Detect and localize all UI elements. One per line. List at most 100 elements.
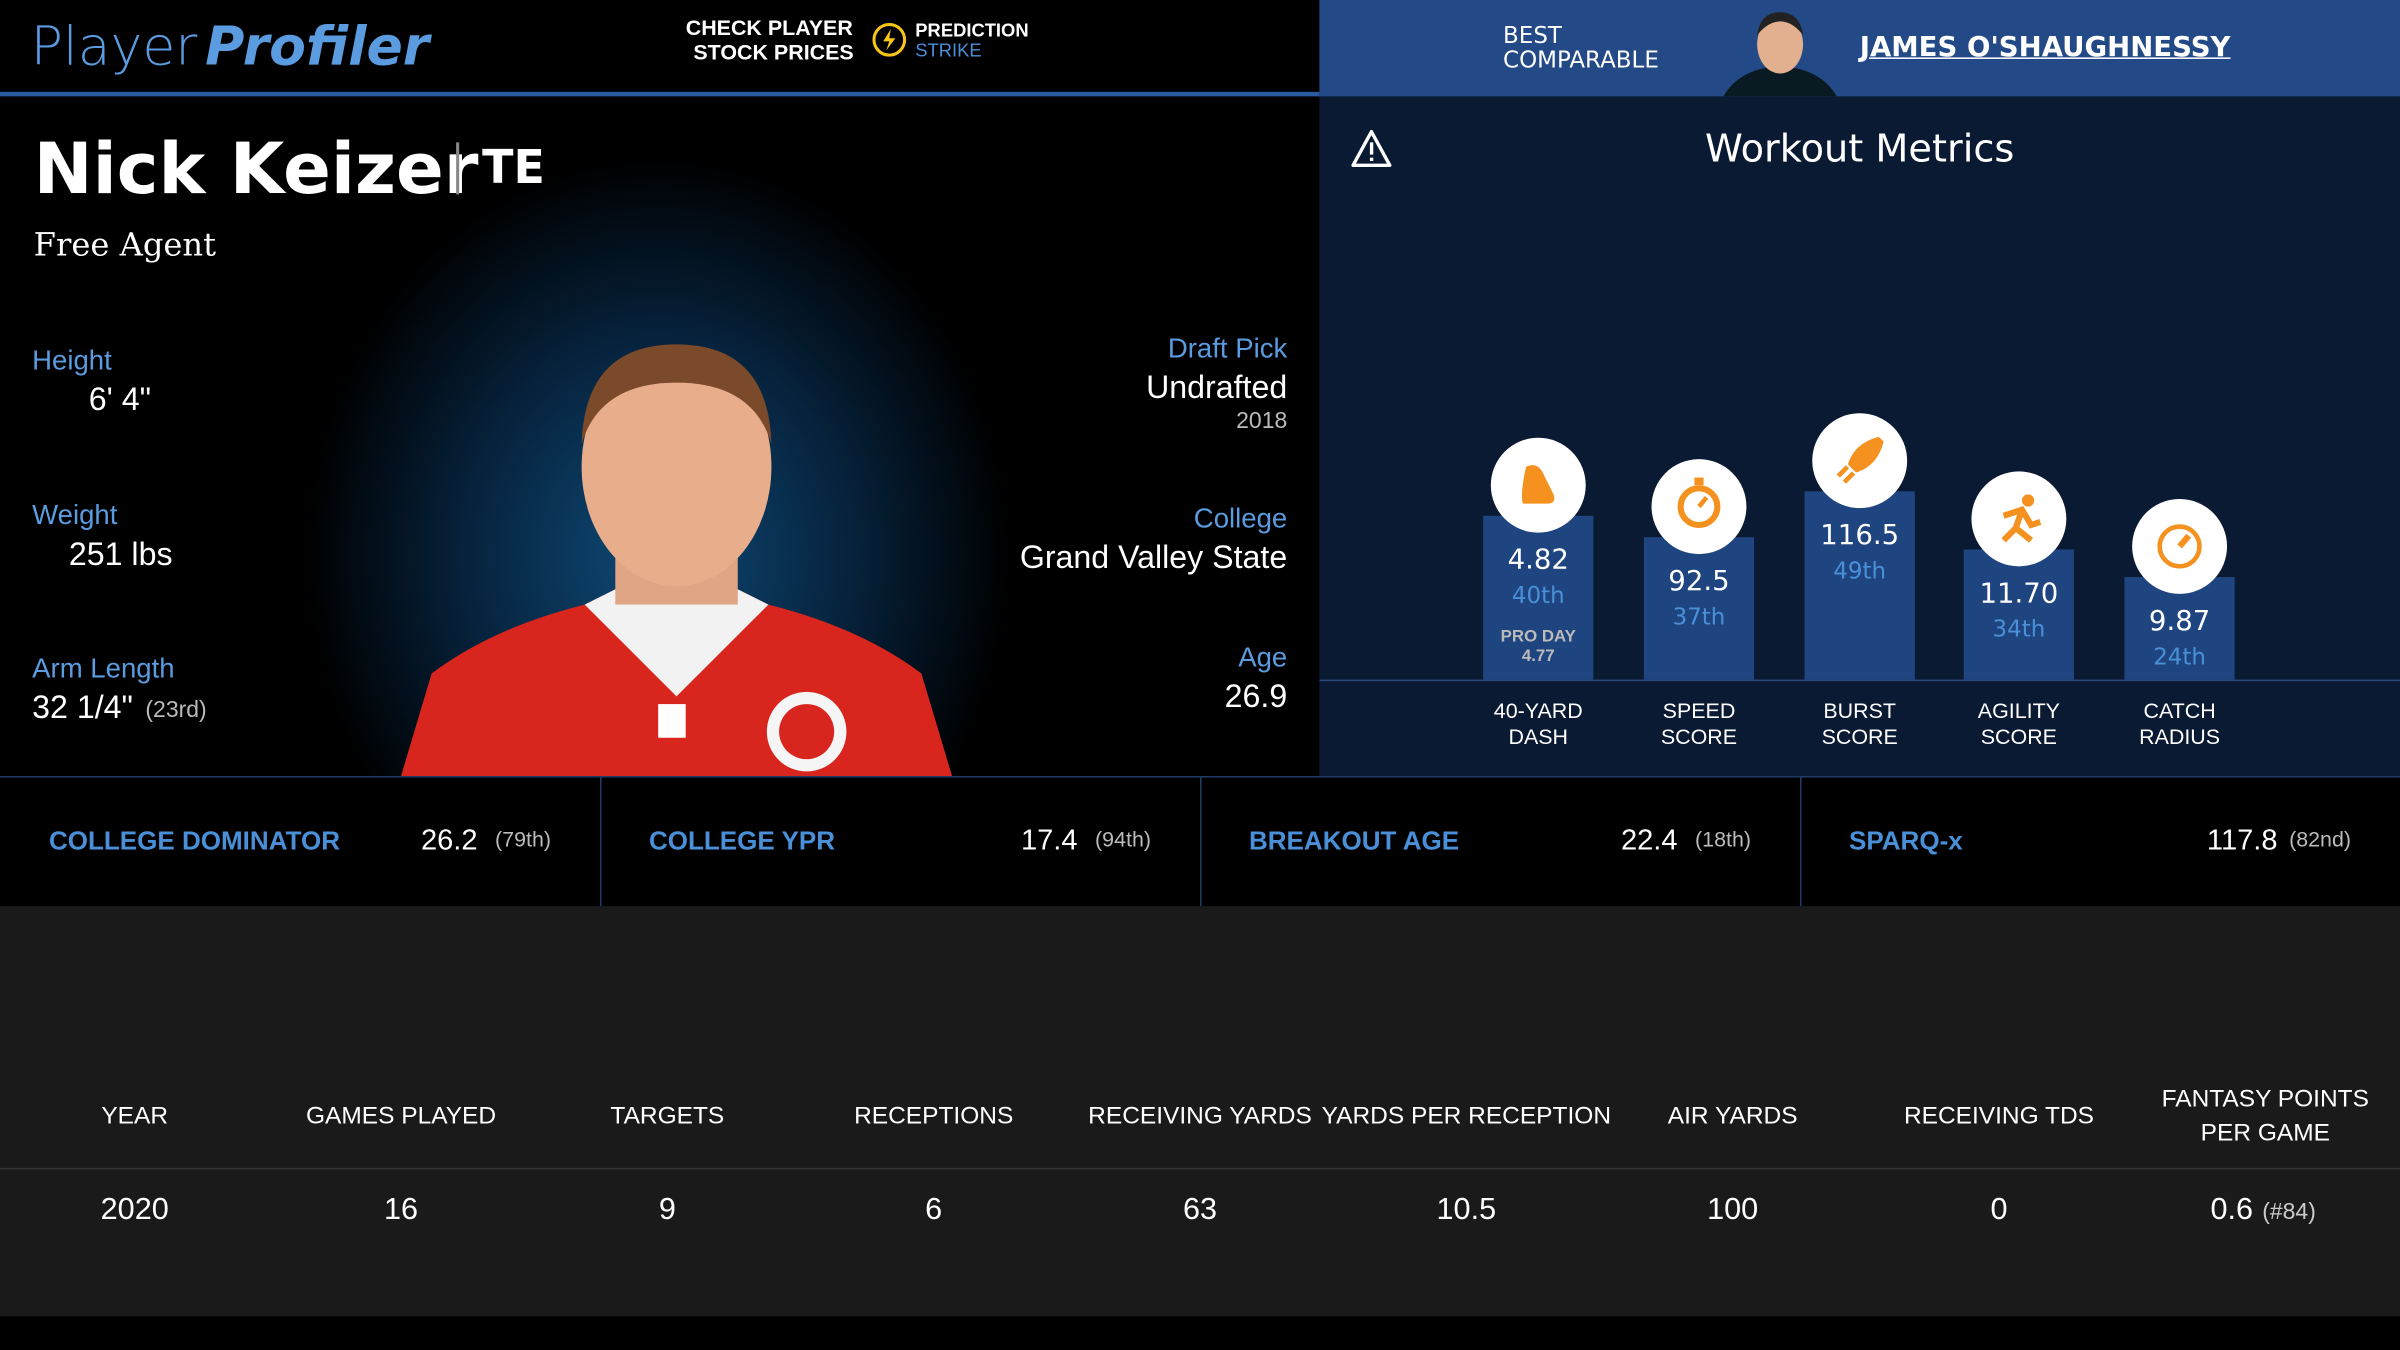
bio-label: Height [32,345,112,376]
player-status: Free Agent [33,226,217,264]
metric-label: RADIUS [2139,723,2221,749]
table-area [0,906,2400,1317]
stat-label: COLLEGE DOMINATOR [48,826,341,856]
table-header: RECEPTIONS [854,1103,1014,1130]
metric-extra-value: 4.77 [1521,647,1555,666]
table-cell: 6 [925,1193,943,1227]
workout-bar [1483,515,1594,680]
metric-percentile: 34th [1992,615,2046,643]
stat-label: SPARQ-x [1848,826,1963,856]
table-header: AIR YARDS [1667,1103,1798,1130]
bio-label: Weight [32,499,118,531]
bio-label: Draft Pick [1167,332,1288,364]
bio-value: Grand Valley State [1019,540,1288,576]
name-divider [456,142,460,195]
table-header: YEAR [101,1103,169,1130]
player-name: Nick Keizer [33,127,479,210]
promo-brand: PREDICTION [915,19,1029,42]
bio-rank: (23rd) [145,697,207,724]
metric-value: 4.82 [1507,544,1569,577]
metric-label: SCORE [1980,723,2057,749]
logo-second: Profiler [205,16,430,79]
bio-value: 251 lbs [68,537,173,573]
stat-divider [1799,776,1802,907]
metric-extra-label: PRO DAY [1500,627,1576,646]
metric-label: SPEED [1662,697,1736,723]
metric-icon [1812,413,1908,509]
metric-label: CATCH [2143,697,2216,723]
promo-icon [872,22,907,57]
bio-label: Age [1238,642,1288,673]
comparable-photo [1723,12,1837,97]
table-cell: 0 [1990,1193,2008,1227]
table-header: RECEIVING YARDS [1088,1103,1312,1130]
player-photo [401,344,953,777]
metric-label: DASH [1508,723,1569,749]
bio-value: 26.9 [1224,679,1288,715]
metric-value: 11.70 [1979,577,2059,610]
workout-baseline [1319,679,2400,682]
table-cell: 2020 [100,1193,169,1227]
stat-label: BREAKOUT AGE [1248,826,1460,856]
promo-line: CHECK PLAYER [685,15,853,40]
bio-value: 32 1/4" [32,690,133,726]
metric-icon [1971,471,2067,567]
player-position: TE [482,141,545,196]
comparable-name[interactable]: JAMES O'SHAUGHNESSY [1859,31,2231,64]
metric-value: 9.87 [2148,605,2211,638]
table-rank: (#84) [2262,1199,2316,1226]
comparable-label: BEST [1503,21,1562,49]
stat-value: 17.4 [1020,824,1078,858]
metric-label: SCORE [1660,723,1738,749]
workout-bar [1643,537,1755,680]
metric-label: 40-YARD [1493,697,1583,723]
table-cell: 100 [1707,1193,1759,1227]
stat-value: 117.8 [2206,824,2278,858]
metric-icon [2132,498,2228,594]
bio-label: College [1193,502,1288,534]
workout-bar [1963,549,2074,680]
table-cell: 16 [383,1193,419,1227]
metric-value: 92.5 [1668,565,1730,598]
header-right [1319,0,2400,97]
table-cell: 63 [1182,1193,1218,1227]
metric-label: AGILITY [1977,697,2060,723]
metric-icon [1651,459,1747,555]
promo-brand: STRIKE [915,39,982,62]
table-header: FANTASY POINTS PER GAME [2161,1086,2369,1147]
workout-bar [1804,491,1915,680]
stat-value: 26.2 [420,824,478,858]
bio-sub: 2018 [1236,407,1288,434]
metric-percentile: 24th [2153,642,2206,671]
metric-percentile: 37th [1672,603,1726,631]
stat-divider [1199,776,1202,907]
metric-icon [1490,437,1586,533]
stat-rank: (82nd) [2289,826,2352,852]
table-cell: 10.5 [1436,1193,1497,1227]
stat-label: COLLEGE YPR [648,826,836,856]
stat-value: 22.4 [1620,824,1678,858]
logo-first: Player [30,16,198,79]
workout-title: Workout Metrics [1705,126,2015,171]
table-header: GAMES PLAYED [305,1103,497,1130]
table-header: TARGETS [610,1103,725,1130]
stat-divider [599,776,602,907]
bio-label: Arm Length [32,652,175,684]
stat-rank: (18th) [1695,826,1752,852]
metric-percentile: 40th [1511,581,1565,610]
table-separator [0,1167,2400,1170]
table-header: YARDS PER RECEPTION [1321,1103,1612,1130]
bio-value: 6' 4" [88,382,152,418]
bio-value: Undrafted [1146,370,1288,406]
metric-label: BURST [1823,697,1897,723]
warning-icon [1351,129,1392,167]
metric-label: SCORE [1821,723,1898,749]
stat-rank: (79th) [495,826,552,852]
table-cell: 0.6 [2210,1193,2254,1227]
stat-rank: (94th) [1095,826,1152,852]
metric-percentile: 49th [1833,557,1887,585]
workout-bar [2124,577,2235,680]
table-cell: 9 [658,1193,676,1227]
header-left [0,0,1320,97]
